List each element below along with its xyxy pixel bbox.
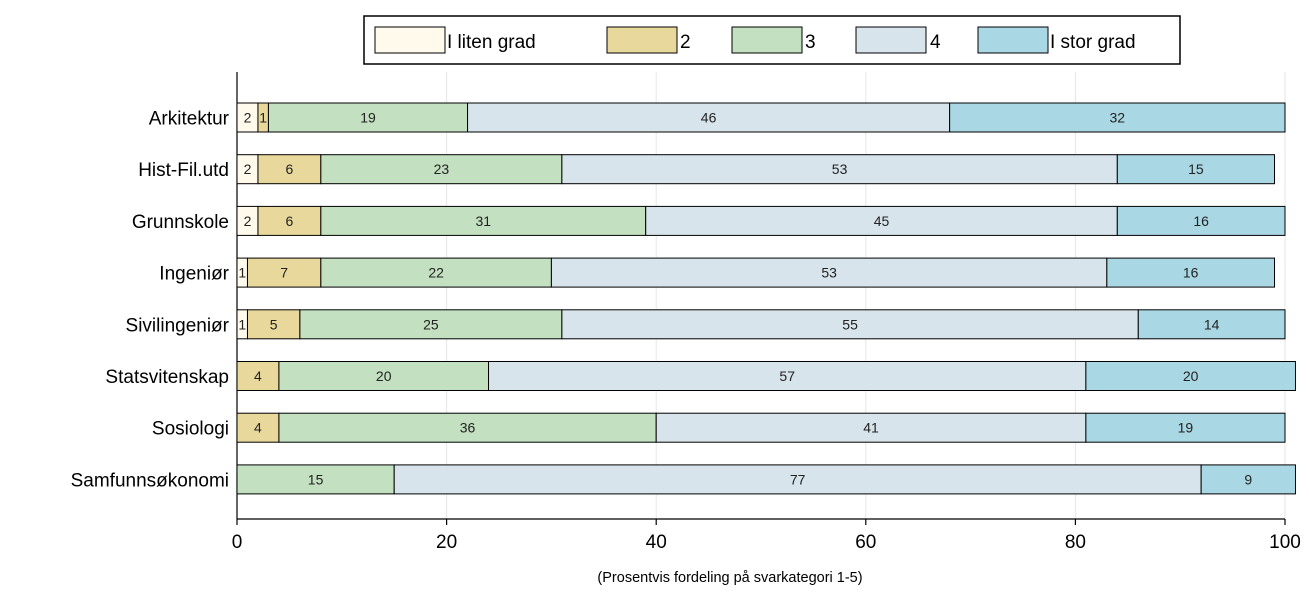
x-tick-label: 20 xyxy=(436,532,457,553)
bar-segment xyxy=(320,154,563,185)
bar-segment xyxy=(467,102,951,133)
x-tick-label: 80 xyxy=(1065,532,1086,553)
bar-segment xyxy=(236,412,280,443)
bar-segment xyxy=(645,205,1118,236)
bar-value-label: 41 xyxy=(863,420,879,436)
bar-segment xyxy=(1137,309,1286,340)
legend-swatch xyxy=(374,26,446,54)
bar-value-label: 16 xyxy=(1193,213,1209,229)
legend-swatch xyxy=(606,26,678,54)
legend-swatch xyxy=(855,26,927,54)
bar-segment xyxy=(1116,154,1276,185)
bar-segment xyxy=(278,361,490,391)
bar-segment xyxy=(488,361,1087,391)
x-axis-title: (Prosentvis fordeling på svarkategori 1-… xyxy=(597,570,862,586)
bar-segment xyxy=(278,412,657,443)
bar-value-label: 7 xyxy=(280,265,288,281)
bar-segment xyxy=(299,309,563,340)
bar-segment xyxy=(655,412,1087,443)
bar-segment xyxy=(949,102,1286,133)
bar-segment xyxy=(1200,464,1296,495)
bar-value-label: 16 xyxy=(1183,265,1199,281)
bar-segment xyxy=(236,464,395,495)
bar-value-label: 20 xyxy=(1183,368,1199,384)
category-label: Grunnskole xyxy=(132,212,229,233)
bar-value-label: 77 xyxy=(790,471,806,487)
bar-segment xyxy=(1116,205,1286,236)
legend-label: 3 xyxy=(805,32,816,53)
legend-label: 2 xyxy=(680,32,691,53)
bar-value-label: 36 xyxy=(460,420,476,436)
bar-segment xyxy=(267,102,469,133)
bar-value-label: 15 xyxy=(308,471,324,487)
bar-value-label: 53 xyxy=(821,265,837,281)
bar-value-label: 55 xyxy=(842,316,858,332)
bar-segment xyxy=(1085,412,1286,443)
bar-segment xyxy=(320,257,552,288)
bar-value-label: 1 xyxy=(238,265,246,281)
bar-value-label: 9 xyxy=(1244,471,1252,487)
legend-label: I stor grad xyxy=(1050,32,1136,53)
category-label: Samfunnsøkonomi xyxy=(71,470,229,491)
bar-value-label: 22 xyxy=(428,265,444,281)
bar-segment xyxy=(1085,361,1296,391)
x-tick-label: 60 xyxy=(855,532,876,553)
x-tick-label: 0 xyxy=(232,532,243,553)
bar-value-label: 23 xyxy=(434,161,450,177)
category-label: Sivilingeniør xyxy=(126,315,230,336)
x-tick-label: 100 xyxy=(1269,532,1301,553)
bar-value-label: 20 xyxy=(376,368,392,384)
legend-label: 4 xyxy=(930,32,941,53)
bar-segment xyxy=(550,257,1108,288)
category-label: Hist-Fil.utd xyxy=(138,160,229,181)
legend-swatch xyxy=(977,26,1049,54)
bar-value-label: 2 xyxy=(244,110,252,126)
bar-value-label: 5 xyxy=(270,316,278,332)
bar-value-label: 15 xyxy=(1188,161,1204,177)
bar-value-label: 14 xyxy=(1204,316,1220,332)
bar-value-label: 19 xyxy=(360,110,376,126)
category-label: Sosiologi xyxy=(152,419,229,440)
bar-segment xyxy=(561,309,1139,340)
bar-value-label: 4 xyxy=(254,368,262,384)
category-label: Arkitektur xyxy=(149,109,230,130)
bar-segment xyxy=(393,464,1202,495)
bar-value-label: 1 xyxy=(238,316,246,332)
bar-value-label: 25 xyxy=(423,316,439,332)
bar-value-label: 31 xyxy=(475,213,491,229)
bar-value-label: 6 xyxy=(286,213,294,229)
bar-segment xyxy=(246,257,322,288)
bar-segment xyxy=(236,361,280,391)
bar-value-label: 1 xyxy=(259,110,267,126)
bar-value-label: 57 xyxy=(779,368,795,384)
bar-value-label: 46 xyxy=(701,110,717,126)
bar-value-label: 2 xyxy=(244,213,252,229)
bar-value-label: 32 xyxy=(1110,110,1126,126)
bar-segment xyxy=(320,205,647,236)
bar-value-label: 4 xyxy=(254,420,262,436)
bar-value-label: 19 xyxy=(1178,420,1194,436)
legend-swatch xyxy=(731,26,803,54)
bar-value-label: 2 xyxy=(244,161,252,177)
bar-segment xyxy=(1106,257,1276,288)
x-tick-label: 40 xyxy=(646,532,667,553)
bar-value-label: 45 xyxy=(874,213,890,229)
bar-value-label: 6 xyxy=(286,161,294,177)
bar-segment xyxy=(257,154,322,185)
category-label: Ingeniør xyxy=(159,264,229,285)
bar-value-label: 53 xyxy=(832,161,848,177)
category-label: Statsvitenskap xyxy=(105,367,229,388)
legend-label: I liten grad xyxy=(447,32,536,53)
